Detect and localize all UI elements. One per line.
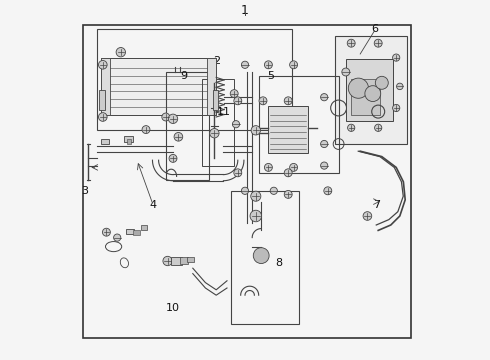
Circle shape — [210, 129, 219, 138]
Bar — [126, 139, 131, 144]
Text: 4: 4 — [149, 200, 157, 210]
Circle shape — [374, 39, 382, 47]
Circle shape — [347, 39, 355, 47]
Circle shape — [284, 190, 292, 198]
Text: 11: 11 — [217, 107, 230, 117]
Circle shape — [324, 187, 332, 195]
Bar — [213, 90, 218, 110]
Circle shape — [320, 140, 328, 148]
Circle shape — [251, 126, 261, 135]
Circle shape — [234, 169, 242, 177]
Bar — [259, 76, 339, 173]
Circle shape — [347, 124, 355, 131]
Bar — [101, 139, 109, 144]
Circle shape — [114, 234, 121, 241]
Circle shape — [253, 248, 269, 264]
Circle shape — [392, 104, 400, 112]
Bar — [83, 25, 411, 338]
Bar — [346, 59, 392, 121]
Circle shape — [320, 94, 328, 101]
Circle shape — [396, 83, 403, 90]
Circle shape — [363, 212, 372, 220]
Text: 5: 5 — [267, 71, 274, 81]
Circle shape — [174, 132, 183, 141]
Bar — [187, 257, 194, 262]
Circle shape — [162, 113, 170, 121]
Bar — [126, 229, 134, 234]
Text: 1: 1 — [241, 4, 249, 17]
Bar — [171, 257, 182, 265]
Bar — [166, 72, 209, 180]
Circle shape — [169, 154, 177, 162]
Circle shape — [242, 187, 248, 194]
Bar — [124, 136, 133, 142]
Text: 9: 9 — [180, 71, 187, 81]
Circle shape — [232, 121, 240, 128]
Circle shape — [102, 228, 110, 236]
Circle shape — [250, 210, 262, 222]
Circle shape — [392, 54, 400, 61]
Circle shape — [265, 163, 272, 171]
Bar — [269, 106, 308, 153]
Circle shape — [116, 48, 125, 57]
Bar — [101, 58, 110, 115]
Circle shape — [234, 97, 242, 105]
Circle shape — [284, 169, 292, 177]
Text: 2: 2 — [213, 56, 220, 66]
Circle shape — [259, 97, 267, 105]
Circle shape — [163, 256, 172, 266]
Circle shape — [284, 97, 292, 105]
Bar — [180, 257, 188, 264]
Bar — [141, 225, 147, 230]
Bar — [101, 58, 216, 115]
Circle shape — [98, 60, 107, 69]
Circle shape — [270, 187, 277, 194]
Text: 10: 10 — [166, 303, 180, 313]
Circle shape — [365, 86, 381, 102]
Bar — [133, 230, 140, 235]
Bar — [99, 90, 104, 110]
Text: 8: 8 — [276, 258, 283, 268]
Circle shape — [348, 78, 368, 98]
Bar — [98, 29, 292, 130]
Circle shape — [242, 61, 248, 68]
Circle shape — [375, 76, 388, 89]
Text: 6: 6 — [371, 24, 378, 34]
Circle shape — [374, 124, 382, 131]
Circle shape — [169, 114, 178, 123]
Circle shape — [265, 61, 272, 69]
Bar — [351, 79, 380, 115]
Circle shape — [230, 90, 238, 98]
Circle shape — [98, 113, 107, 121]
Circle shape — [290, 163, 297, 171]
Text: 7: 7 — [373, 200, 380, 210]
Bar — [202, 79, 234, 166]
Bar — [335, 36, 407, 144]
Bar — [207, 58, 216, 115]
Circle shape — [320, 162, 328, 169]
Circle shape — [342, 68, 350, 76]
Circle shape — [290, 61, 297, 69]
Bar — [231, 191, 299, 324]
Text: 3: 3 — [81, 186, 88, 196]
Circle shape — [251, 191, 261, 201]
Circle shape — [142, 126, 150, 134]
